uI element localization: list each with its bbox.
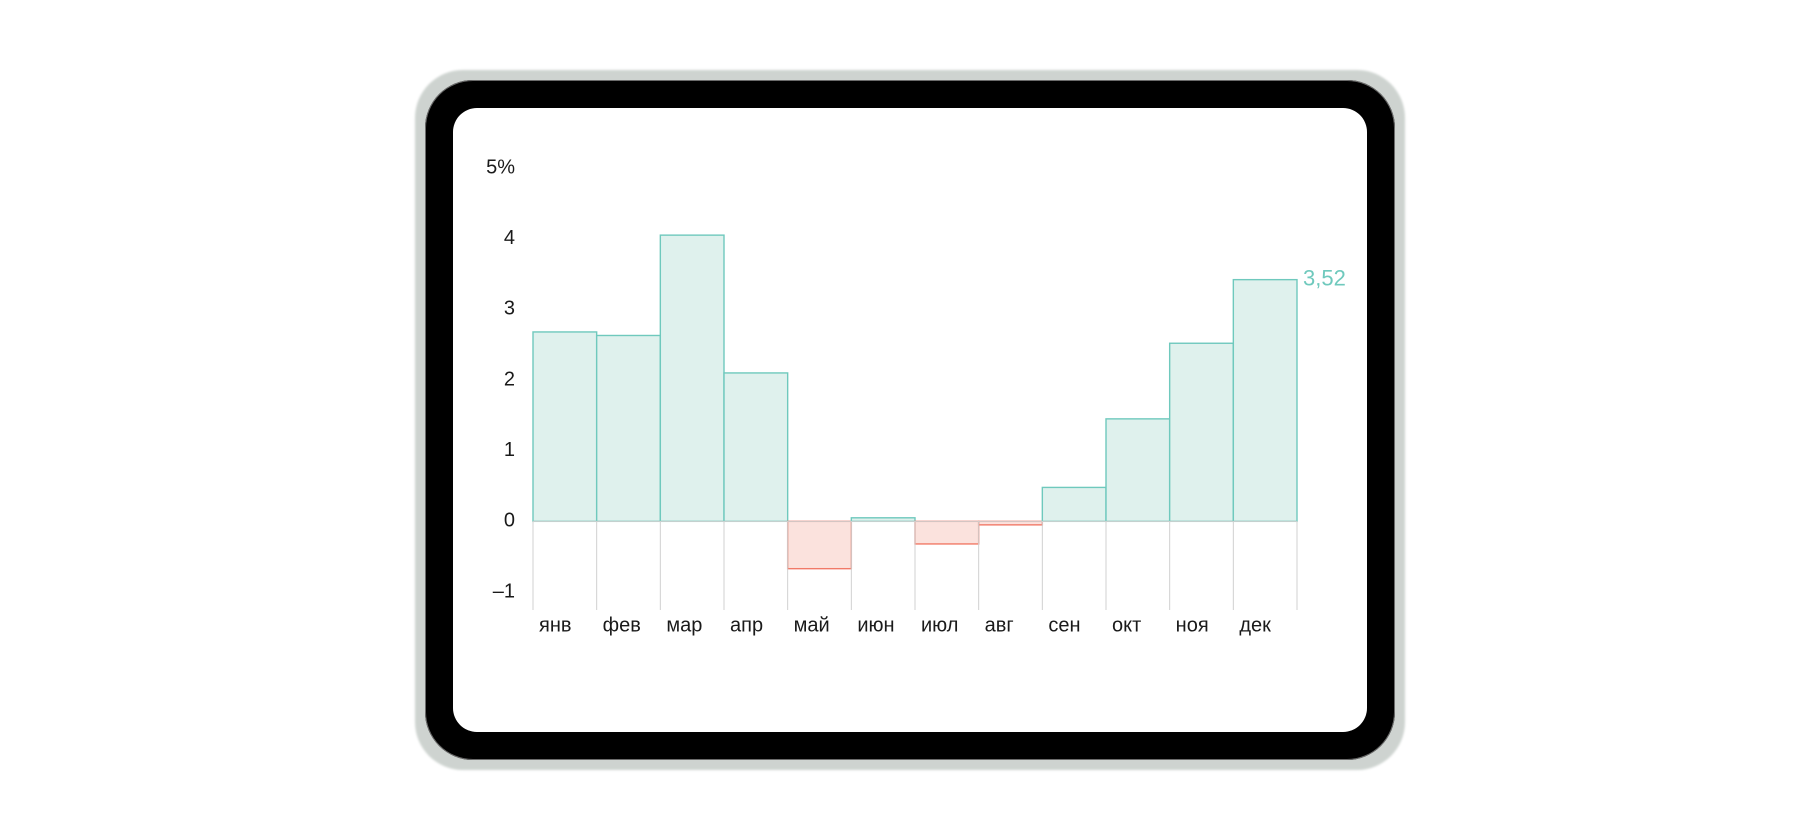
bar <box>533 332 597 521</box>
tablet-screen: –1 0 1 2 3 4 5% янв фев мар апр май июн июл авг сен окт н… <box>453 108 1367 732</box>
y-tick-label: 4 <box>504 227 515 249</box>
x-tick-label: мар <box>666 615 702 637</box>
y-tick-label: 1 <box>504 439 515 461</box>
callout-value: 3,52 <box>1303 265 1346 290</box>
x-tick-label: дек <box>1239 615 1271 637</box>
bar <box>1042 487 1106 521</box>
x-tick-label: май <box>794 615 830 637</box>
bar <box>788 521 852 568</box>
bar <box>979 521 1043 525</box>
bar <box>660 235 724 521</box>
bar <box>851 518 915 522</box>
chart-svg: –1 0 1 2 3 4 5% янв фев мар апр май июн июл авг сен окт н… <box>453 108 1367 732</box>
bar <box>1106 419 1170 521</box>
x-tick-label: янв <box>539 615 572 637</box>
bar <box>915 521 979 544</box>
bar-chart: –1 0 1 2 3 4 5% янв фев мар апр май июн июл авг сен окт н… <box>453 108 1367 732</box>
y-tick-label: –1 <box>493 580 515 602</box>
x-tick-label: апр <box>730 615 763 637</box>
bar <box>597 335 661 521</box>
y-tick-label: 5% <box>486 156 515 178</box>
tablet-frame: –1 0 1 2 3 4 5% янв фев мар апр май июн июл авг сен окт н… <box>425 80 1395 760</box>
x-tick-label: июл <box>921 615 958 637</box>
stage: –1 0 1 2 3 4 5% янв фев мар апр май июн июл авг сен окт н… <box>0 0 1820 840</box>
x-tick-label: сен <box>1048 615 1080 637</box>
y-tick-label: 3 <box>504 298 515 320</box>
x-tick-label: фев <box>603 615 641 637</box>
x-tick-label: июн <box>857 615 894 637</box>
bar <box>1170 343 1234 521</box>
x-tick-label: ноя <box>1176 615 1209 637</box>
bar <box>724 373 788 521</box>
bar <box>1233 280 1297 522</box>
x-tick-label: авг <box>985 615 1014 637</box>
x-tick-label: окт <box>1112 615 1141 637</box>
y-tick-label: 0 <box>504 510 515 532</box>
y-tick-label: 2 <box>504 368 515 390</box>
